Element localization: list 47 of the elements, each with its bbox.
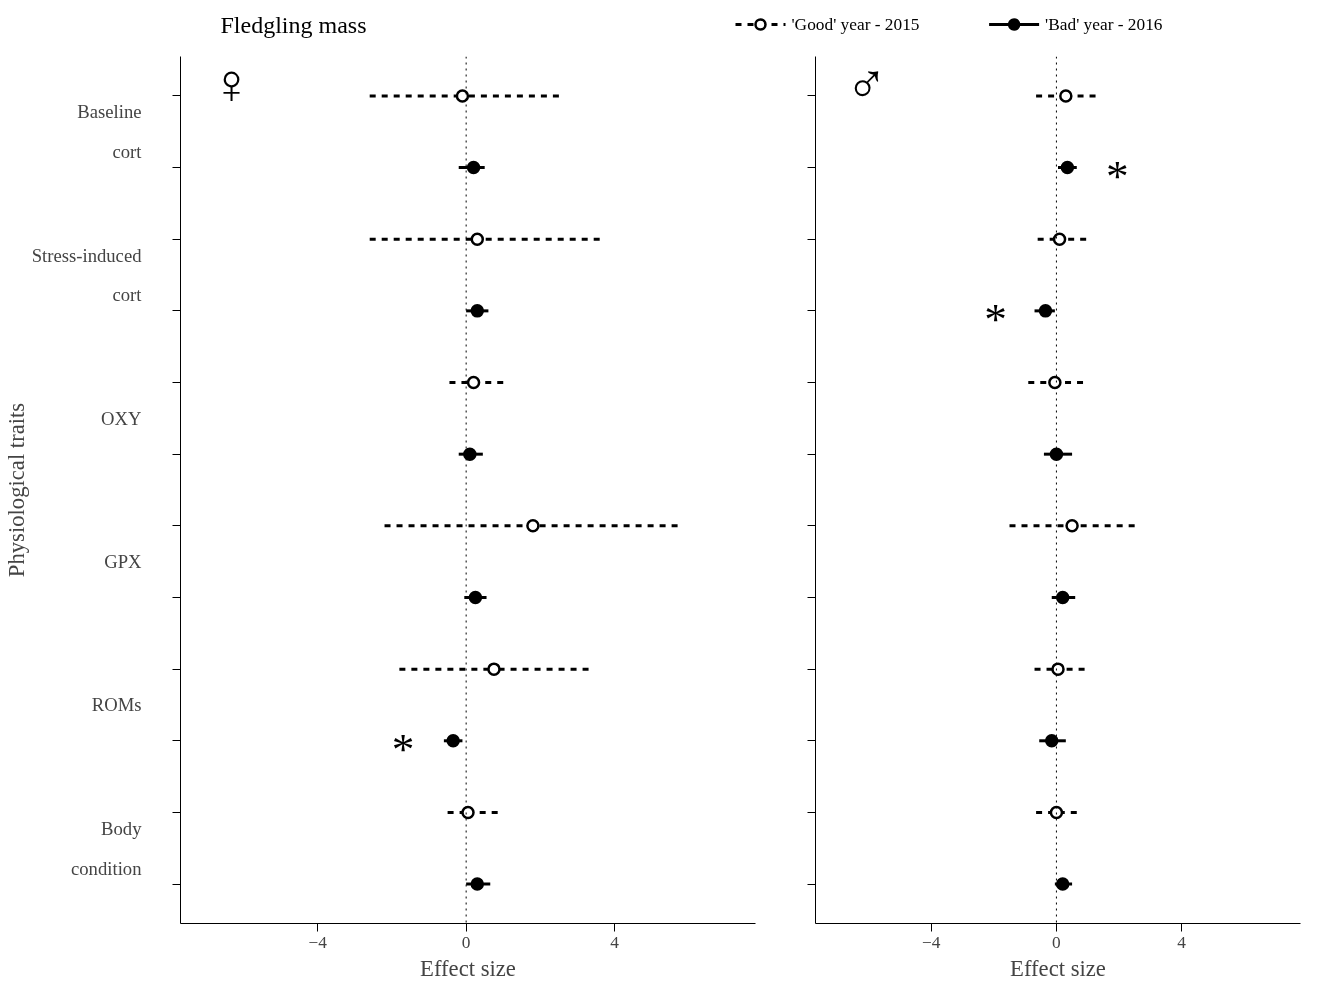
text: GPX [104,551,143,573]
chart-subtitle: ♀ [210,52,253,115]
point [526,519,540,533]
chart-title: Fledgling mass [220,11,367,38]
point [487,662,501,676]
x-axis-title: Effect size [420,955,516,981]
point [1055,590,1070,605]
chart-subtitle: ♂ [845,52,888,115]
x-axis-title: Effect size [1010,955,1106,981]
text: Stress-induced cort [31,244,143,306]
text: OXY [101,407,142,429]
point [1065,519,1079,533]
y-axis-title: Physiological traits [3,402,29,578]
point [1044,734,1059,748]
point [1055,877,1070,891]
point [1049,805,1064,820]
text: ROMs [91,694,142,716]
point [1059,89,1073,103]
legend-label: 'Good' year - 2015 [791,15,920,34]
point [1038,304,1053,318]
point [463,447,477,461]
text: Body condition [71,817,143,879]
x-tick-label: 0 [1052,932,1061,952]
data-label: * [1106,150,1129,201]
x-tick-label: 4 [610,932,620,952]
point [1049,447,1064,461]
point [470,877,485,891]
point [1048,375,1062,390]
point [466,160,481,175]
x-tick-label: 0 [461,932,471,952]
point [446,734,460,748]
point [1051,662,1065,676]
x-tick-label: −4 [922,932,941,952]
x-tick-label: 4 [1177,932,1187,952]
point [470,232,485,246]
data-label: * [391,723,415,774]
point [468,590,483,605]
point [1060,160,1075,175]
text: Baseline cort [77,101,143,163]
point [461,805,475,820]
legend-label: 'Bad' year - 2016 [1045,15,1163,34]
x-tick-label: −4 [308,932,328,952]
point [470,304,485,318]
point [466,375,481,390]
data-label: * [984,293,1007,344]
point [1052,232,1067,246]
point [455,89,470,103]
